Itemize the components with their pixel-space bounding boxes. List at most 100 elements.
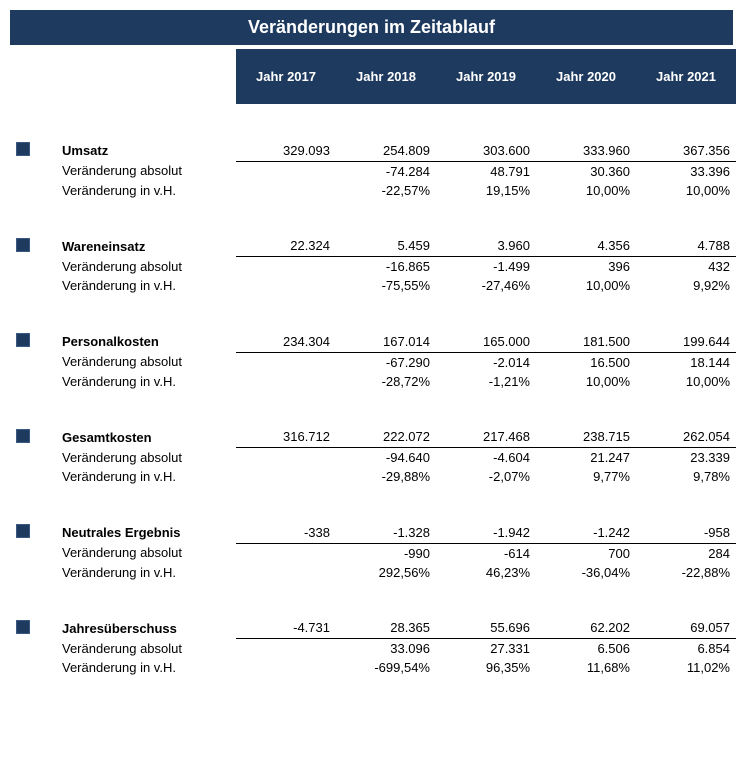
pct-label: Veränderung in v.H. <box>56 467 236 486</box>
value-cell: 22.324 <box>236 236 336 257</box>
value-cell: -1,21% <box>436 372 536 391</box>
pct-label: Veränderung in v.H. <box>56 372 236 391</box>
section-name: Umsatz <box>56 140 236 161</box>
table-row: Veränderung absolut-990-614700284 <box>10 543 736 563</box>
value-cell <box>236 257 336 277</box>
value-cell: 33.096 <box>336 639 436 659</box>
header-row: Jahr 2017 Jahr 2018 Jahr 2019 Jahr 2020 … <box>10 49 736 104</box>
abs-label: Veränderung absolut <box>56 639 236 659</box>
value-cell: 9,77% <box>536 467 636 486</box>
value-cell: 10,00% <box>536 372 636 391</box>
value-cell: 5.459 <box>336 236 436 257</box>
page-title: Veränderungen im Zeitablauf <box>10 10 733 45</box>
table-row: Veränderung in v.H.-75,55%-27,46%10,00%9… <box>10 276 736 295</box>
table-row: Neutrales Ergebnis-338-1.328-1.942-1.242… <box>10 522 736 543</box>
value-cell: 329.093 <box>236 140 336 161</box>
section-marker-icon <box>16 524 30 538</box>
table-row: Wareneinsatz22.3245.4593.9604.3564.788 <box>10 236 736 257</box>
value-cell: 254.809 <box>336 140 436 161</box>
value-cell: -2,07% <box>436 467 536 486</box>
col-head-2018: Jahr 2018 <box>336 49 436 104</box>
value-cell <box>236 448 336 468</box>
value-cell: -614 <box>436 543 536 563</box>
data-table: Jahr 2017 Jahr 2018 Jahr 2019 Jahr 2020 … <box>10 49 736 713</box>
value-cell: 292,56% <box>336 563 436 582</box>
value-cell: -699,54% <box>336 658 436 677</box>
value-cell: 316.712 <box>236 427 336 448</box>
value-cell: -16.865 <box>336 257 436 277</box>
section-marker-icon <box>16 429 30 443</box>
value-cell: 222.072 <box>336 427 436 448</box>
table-row: Veränderung absolut-94.640-4.60421.24723… <box>10 448 736 468</box>
value-cell: -2.014 <box>436 352 536 372</box>
value-cell: -27,46% <box>436 276 536 295</box>
value-cell: 33.396 <box>636 161 736 181</box>
value-cell: 10,00% <box>536 276 636 295</box>
value-cell <box>236 658 336 677</box>
section-name: Neutrales Ergebnis <box>56 522 236 543</box>
value-cell: -1.328 <box>336 522 436 543</box>
section-marker-icon <box>16 333 30 347</box>
value-cell: 23.339 <box>636 448 736 468</box>
table-row: Veränderung in v.H.-22,57%19,15%10,00%10… <box>10 181 736 200</box>
value-cell: 4.356 <box>536 236 636 257</box>
value-cell: 11,68% <box>536 658 636 677</box>
table-row: Veränderung in v.H.-699,54%96,35%11,68%1… <box>10 658 736 677</box>
value-cell: 28.365 <box>336 618 436 639</box>
value-cell <box>236 467 336 486</box>
pct-label: Veränderung in v.H. <box>56 658 236 677</box>
abs-label: Veränderung absolut <box>56 543 236 563</box>
value-cell: 262.054 <box>636 427 736 448</box>
value-cell: -1.499 <box>436 257 536 277</box>
value-cell: 10,00% <box>536 181 636 200</box>
table-row: Personalkosten234.304167.014165.000181.5… <box>10 331 736 352</box>
value-cell: 30.360 <box>536 161 636 181</box>
value-cell <box>236 563 336 582</box>
value-cell: -4.604 <box>436 448 536 468</box>
value-cell: 6.854 <box>636 639 736 659</box>
table-row: Veränderung absolut-67.290-2.01416.50018… <box>10 352 736 372</box>
col-head-2019: Jahr 2019 <box>436 49 536 104</box>
value-cell: -29,88% <box>336 467 436 486</box>
section-marker-icon <box>16 142 30 156</box>
table-row: Veränderung absolut-74.28448.79130.36033… <box>10 161 736 181</box>
col-head-2020: Jahr 2020 <box>536 49 636 104</box>
value-cell: 27.331 <box>436 639 536 659</box>
value-cell: -22,88% <box>636 563 736 582</box>
value-cell: -94.640 <box>336 448 436 468</box>
value-cell <box>236 372 336 391</box>
pct-label: Veränderung in v.H. <box>56 276 236 295</box>
value-cell: 432 <box>636 257 736 277</box>
table-row: Gesamtkosten316.712222.072217.468238.715… <box>10 427 736 448</box>
value-cell: 217.468 <box>436 427 536 448</box>
col-head-2021: Jahr 2021 <box>636 49 736 104</box>
value-cell <box>236 276 336 295</box>
value-cell: 16.500 <box>536 352 636 372</box>
pct-label: Veränderung in v.H. <box>56 181 236 200</box>
table-row: Veränderung in v.H.-28,72%-1,21%10,00%10… <box>10 372 736 391</box>
value-cell: -67.290 <box>336 352 436 372</box>
section-name: Wareneinsatz <box>56 236 236 257</box>
value-cell: -74.284 <box>336 161 436 181</box>
table-row: Umsatz329.093254.809303.600333.960367.35… <box>10 140 736 161</box>
value-cell: 69.057 <box>636 618 736 639</box>
value-cell: -958 <box>636 522 736 543</box>
value-cell: -338 <box>236 522 336 543</box>
table-row: Veränderung in v.H. -29,88%-2,07%9,77%9,7… <box>10 467 736 486</box>
col-head-2017: Jahr 2017 <box>236 49 336 104</box>
value-cell <box>236 639 336 659</box>
value-cell: 18.144 <box>636 352 736 372</box>
value-cell: 4.788 <box>636 236 736 257</box>
value-cell: 238.715 <box>536 427 636 448</box>
value-cell: 333.960 <box>536 140 636 161</box>
value-cell: 96,35% <box>436 658 536 677</box>
value-cell: 9,78% <box>636 467 736 486</box>
value-cell: 19,15% <box>436 181 536 200</box>
value-cell: 10,00% <box>636 181 736 200</box>
section-marker-icon <box>16 620 30 634</box>
value-cell: -36,04% <box>536 563 636 582</box>
table-row: Veränderung in v.H.292,56%46,23%-36,04%-… <box>10 563 736 582</box>
section-name: Personalkosten <box>56 331 236 352</box>
value-cell: -1.242 <box>536 522 636 543</box>
value-cell: -28,72% <box>336 372 436 391</box>
